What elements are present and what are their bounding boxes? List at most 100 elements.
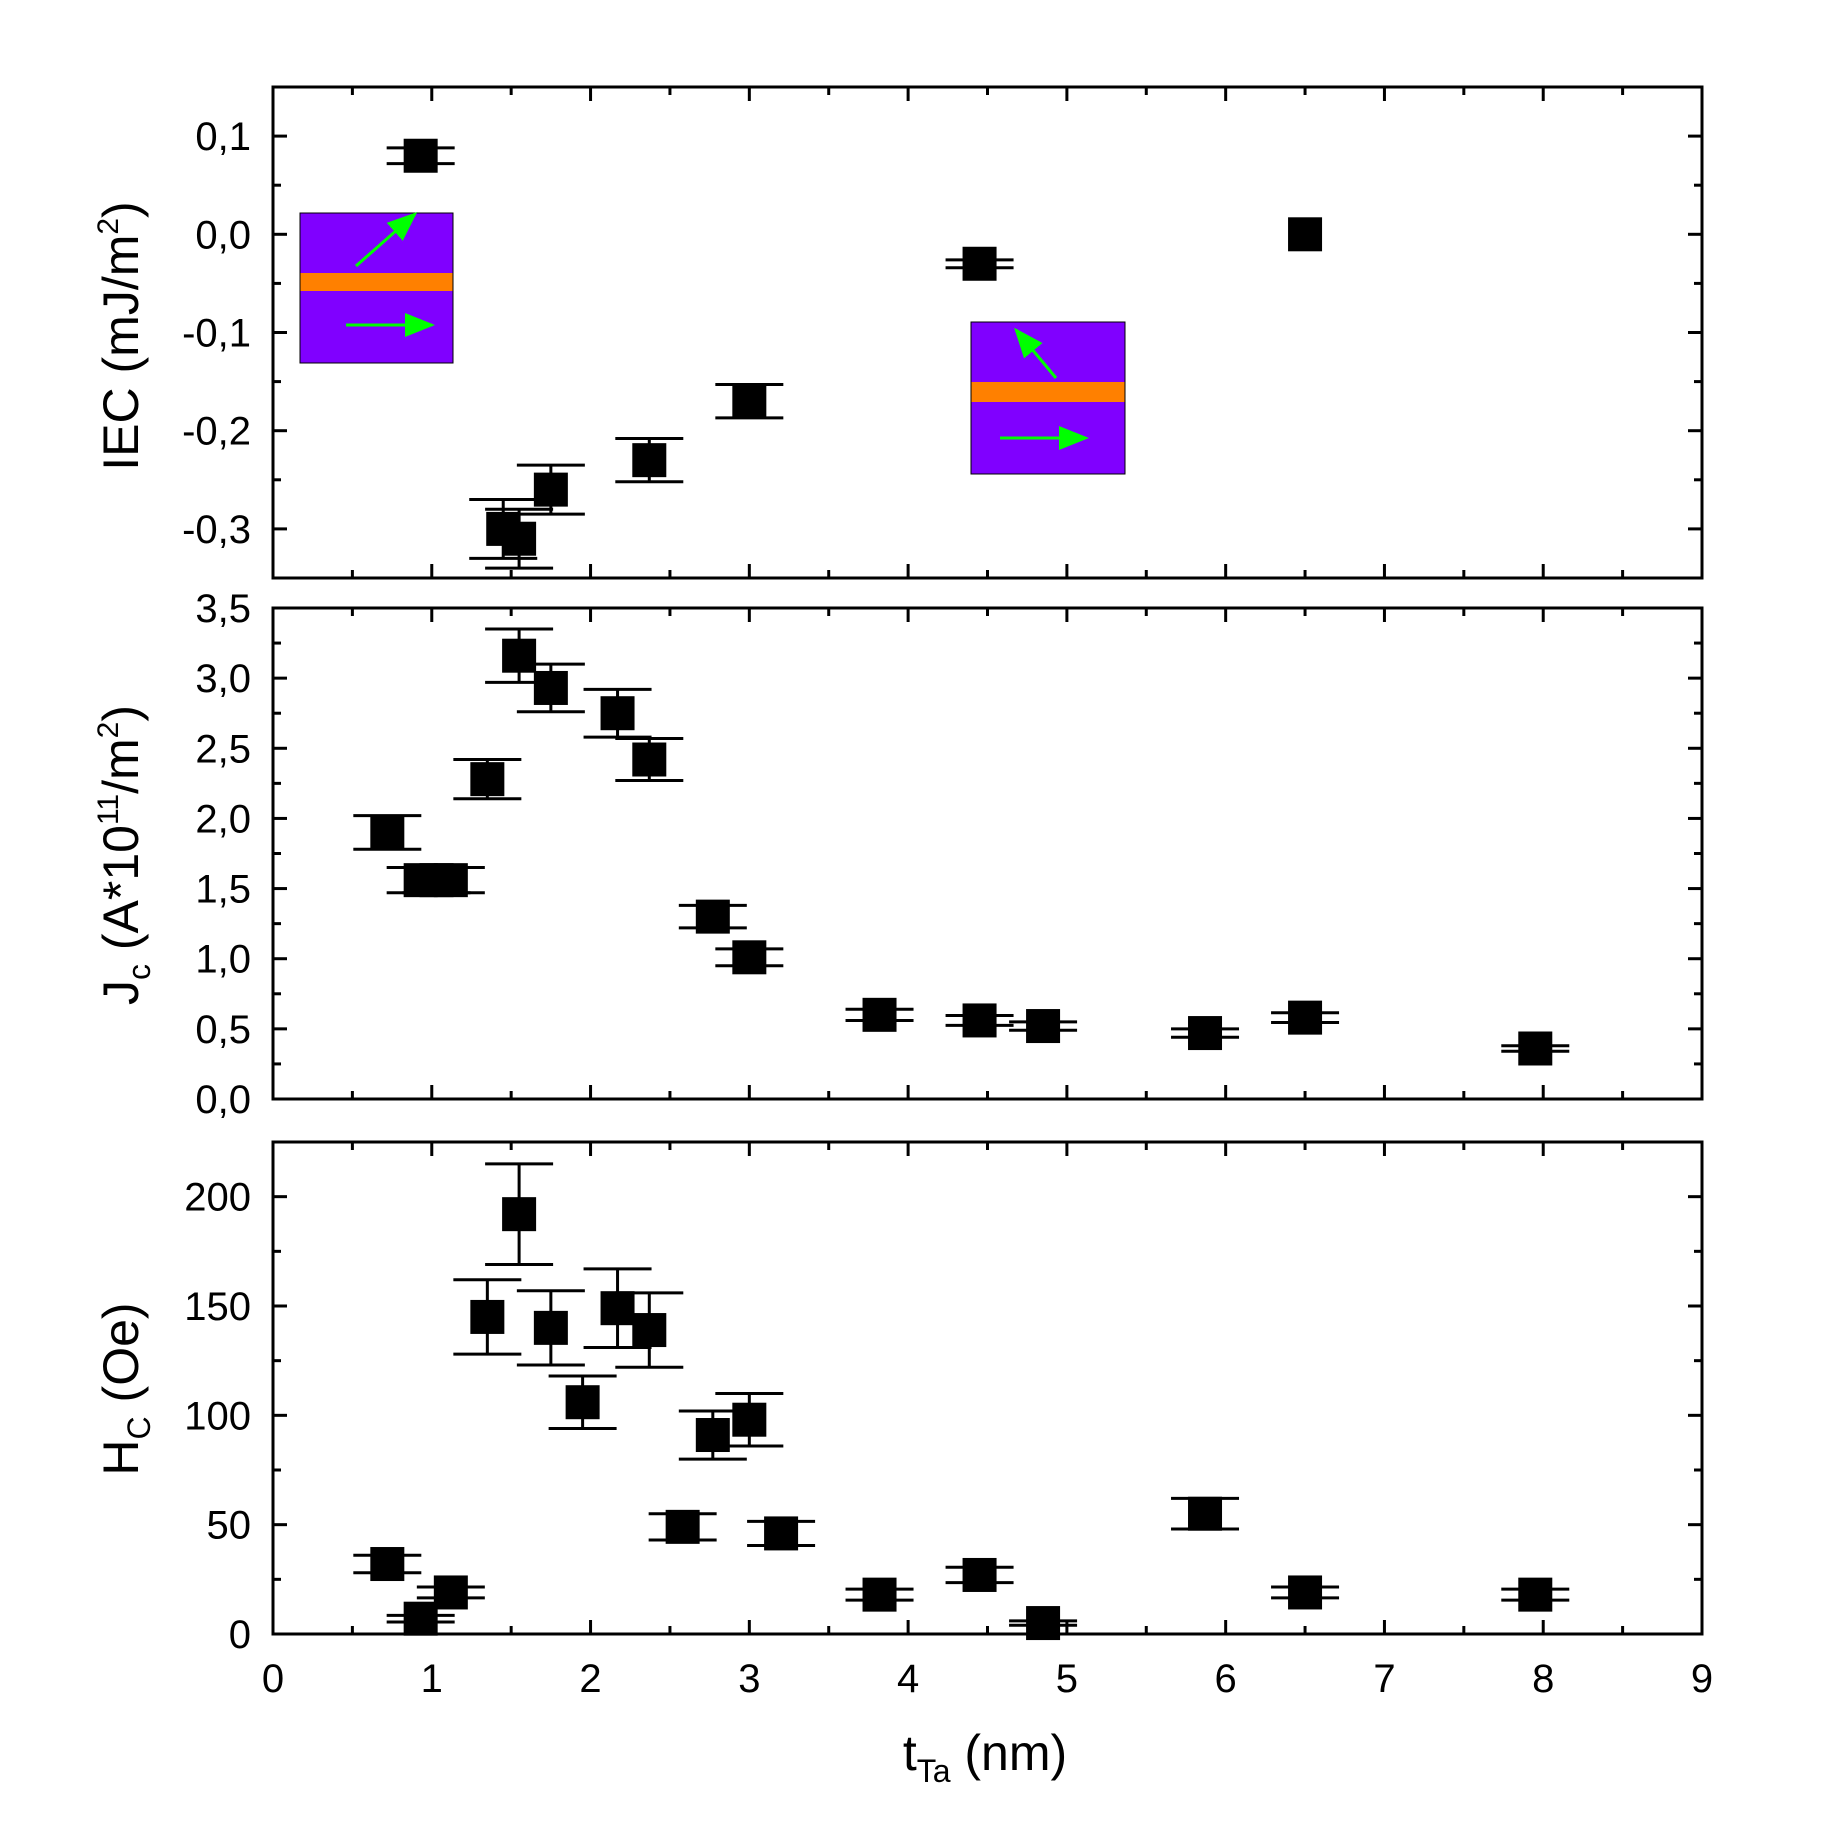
hc-marker xyxy=(1518,1577,1553,1612)
x-tick-label: 2 xyxy=(579,1657,601,1701)
hc-ytick-label: 150 xyxy=(184,1285,251,1329)
hc-panel: 0 50 100 150 200 0 1 2 3 4 5 6 7 8 9 xyxy=(184,1140,1713,1701)
inset2-frame xyxy=(970,321,1126,475)
jc-marker xyxy=(600,696,635,731)
jc-marker xyxy=(1026,1009,1061,1044)
jc-data-point xyxy=(678,899,747,934)
jc-data-point xyxy=(1171,1016,1240,1051)
iec-data-point xyxy=(615,437,684,484)
hc-data-point xyxy=(615,1291,684,1369)
hc-data-point xyxy=(715,1391,784,1448)
jc-data-point xyxy=(1271,1000,1340,1035)
hc-ytick-label: 50 xyxy=(207,1504,252,1548)
hc-data-point xyxy=(416,1575,485,1610)
hc-marker xyxy=(1026,1606,1061,1641)
perpendicular-layer-diagram xyxy=(970,321,1126,475)
x-tick-label: 8 xyxy=(1532,1657,1554,1701)
hc-marker xyxy=(502,1197,537,1232)
hc-marker xyxy=(403,1601,438,1636)
hc-data-point xyxy=(648,1509,717,1544)
iec-ytick-label: -0,3 xyxy=(182,508,251,552)
jc-ytick-label: 3,0 xyxy=(195,657,251,701)
iec-marker xyxy=(403,138,438,173)
iec-data-point xyxy=(386,138,455,173)
hc-marker xyxy=(433,1575,468,1610)
jc-marker xyxy=(433,863,468,898)
iec-ytick-label: 0,1 xyxy=(195,115,251,159)
hc-marker xyxy=(632,1313,667,1348)
jc-ytick-label: 2,5 xyxy=(195,727,251,771)
hc-data-point xyxy=(1171,1496,1240,1531)
hc-marker xyxy=(470,1299,505,1334)
inset2-top-arrow xyxy=(1014,327,1058,379)
x-tick-label: 6 xyxy=(1215,1657,1237,1701)
x-tick-label: 5 xyxy=(1056,1657,1078,1701)
hc-marker xyxy=(732,1402,767,1437)
x-tick-label: 3 xyxy=(738,1657,760,1701)
jc-data-point xyxy=(416,863,485,898)
jc-ytick-label: 1,5 xyxy=(195,868,251,912)
hc-marker xyxy=(600,1291,635,1326)
jc-marker xyxy=(862,997,897,1032)
inset2-spacer-layer xyxy=(971,382,1125,402)
hc-data-point xyxy=(945,1557,1014,1592)
plot-layers: 0,1 0,0 -0,1 -0,2 -0,3 0,0 0,5 1,0 1,5 2,0 2,5 3,0 3… xyxy=(182,85,1713,1701)
hc-marker xyxy=(764,1516,799,1551)
jc-axis-title: Jc (A*1011/m2) xyxy=(92,705,157,1005)
inset1-top-arrow xyxy=(355,212,418,268)
jc-marker xyxy=(962,1003,997,1038)
hc-data-point xyxy=(1009,1606,1078,1641)
hc-marker xyxy=(862,1577,897,1612)
jc-data-point xyxy=(1009,1009,1078,1044)
jc-marker xyxy=(732,940,767,975)
jc-marker xyxy=(1518,1031,1553,1066)
jc-ytick-label: 3,5 xyxy=(195,587,251,631)
x-tick-label: 4 xyxy=(897,1657,919,1701)
iec-ytick-label: -0,1 xyxy=(182,312,251,356)
iec-marker xyxy=(632,443,667,478)
iec-data-point xyxy=(1288,217,1323,252)
hc-data-point xyxy=(353,1547,422,1582)
x-tick-label: 1 xyxy=(421,1657,443,1701)
inset1-spacer-layer xyxy=(300,273,453,291)
hc-data-point xyxy=(1501,1577,1570,1612)
iec-data-point xyxy=(485,507,554,570)
hc-data-point xyxy=(583,1267,652,1350)
jc-marker xyxy=(370,815,405,850)
jc-marker xyxy=(695,899,730,934)
x-tick-label: 0 xyxy=(262,1657,284,1701)
jc-marker xyxy=(502,638,537,673)
iec-ytick-label: 0,0 xyxy=(195,213,251,257)
jc-data-point xyxy=(945,1003,1014,1038)
jc-ytick-label: 0,5 xyxy=(195,1008,251,1052)
hc-data-point xyxy=(485,1162,554,1266)
iec-marker xyxy=(533,472,568,507)
hc-data-point xyxy=(1271,1575,1340,1610)
jc-marker xyxy=(470,762,505,797)
hc-marker xyxy=(1188,1496,1223,1531)
hc-data-point xyxy=(516,1289,585,1367)
jc-data-point xyxy=(1501,1031,1570,1066)
hc-marker xyxy=(1288,1575,1323,1610)
jc-ytick-label: 2,0 xyxy=(195,797,251,841)
hc-axis-title: HC (Oe) xyxy=(93,1302,157,1475)
jc-ytick-label: 0,0 xyxy=(195,1078,251,1122)
jc-panel: 0,0 0,5 1,0 1,5 2,0 2,5 3,0 3,5 xyxy=(195,587,1704,1122)
hc-data-point xyxy=(453,1278,522,1356)
hc-marker xyxy=(962,1557,997,1592)
hc-marker xyxy=(370,1547,405,1582)
hc-data-point xyxy=(845,1577,914,1612)
jc-data-point xyxy=(353,814,422,851)
jc-ytick-label: 1,0 xyxy=(195,938,251,982)
hc-marker xyxy=(665,1509,700,1544)
antiparallel-layer-diagram xyxy=(299,212,454,364)
hc-data-point xyxy=(548,1374,617,1430)
jc-data-point xyxy=(845,997,914,1032)
iec-axis-title: IEC (mJ/m2) xyxy=(92,201,149,470)
x-tick-label: 9 xyxy=(1691,1657,1713,1701)
iec-data-point xyxy=(516,463,585,516)
jc-marker xyxy=(1188,1016,1223,1051)
jc-data-point xyxy=(453,758,522,801)
iec-marker xyxy=(962,246,997,281)
